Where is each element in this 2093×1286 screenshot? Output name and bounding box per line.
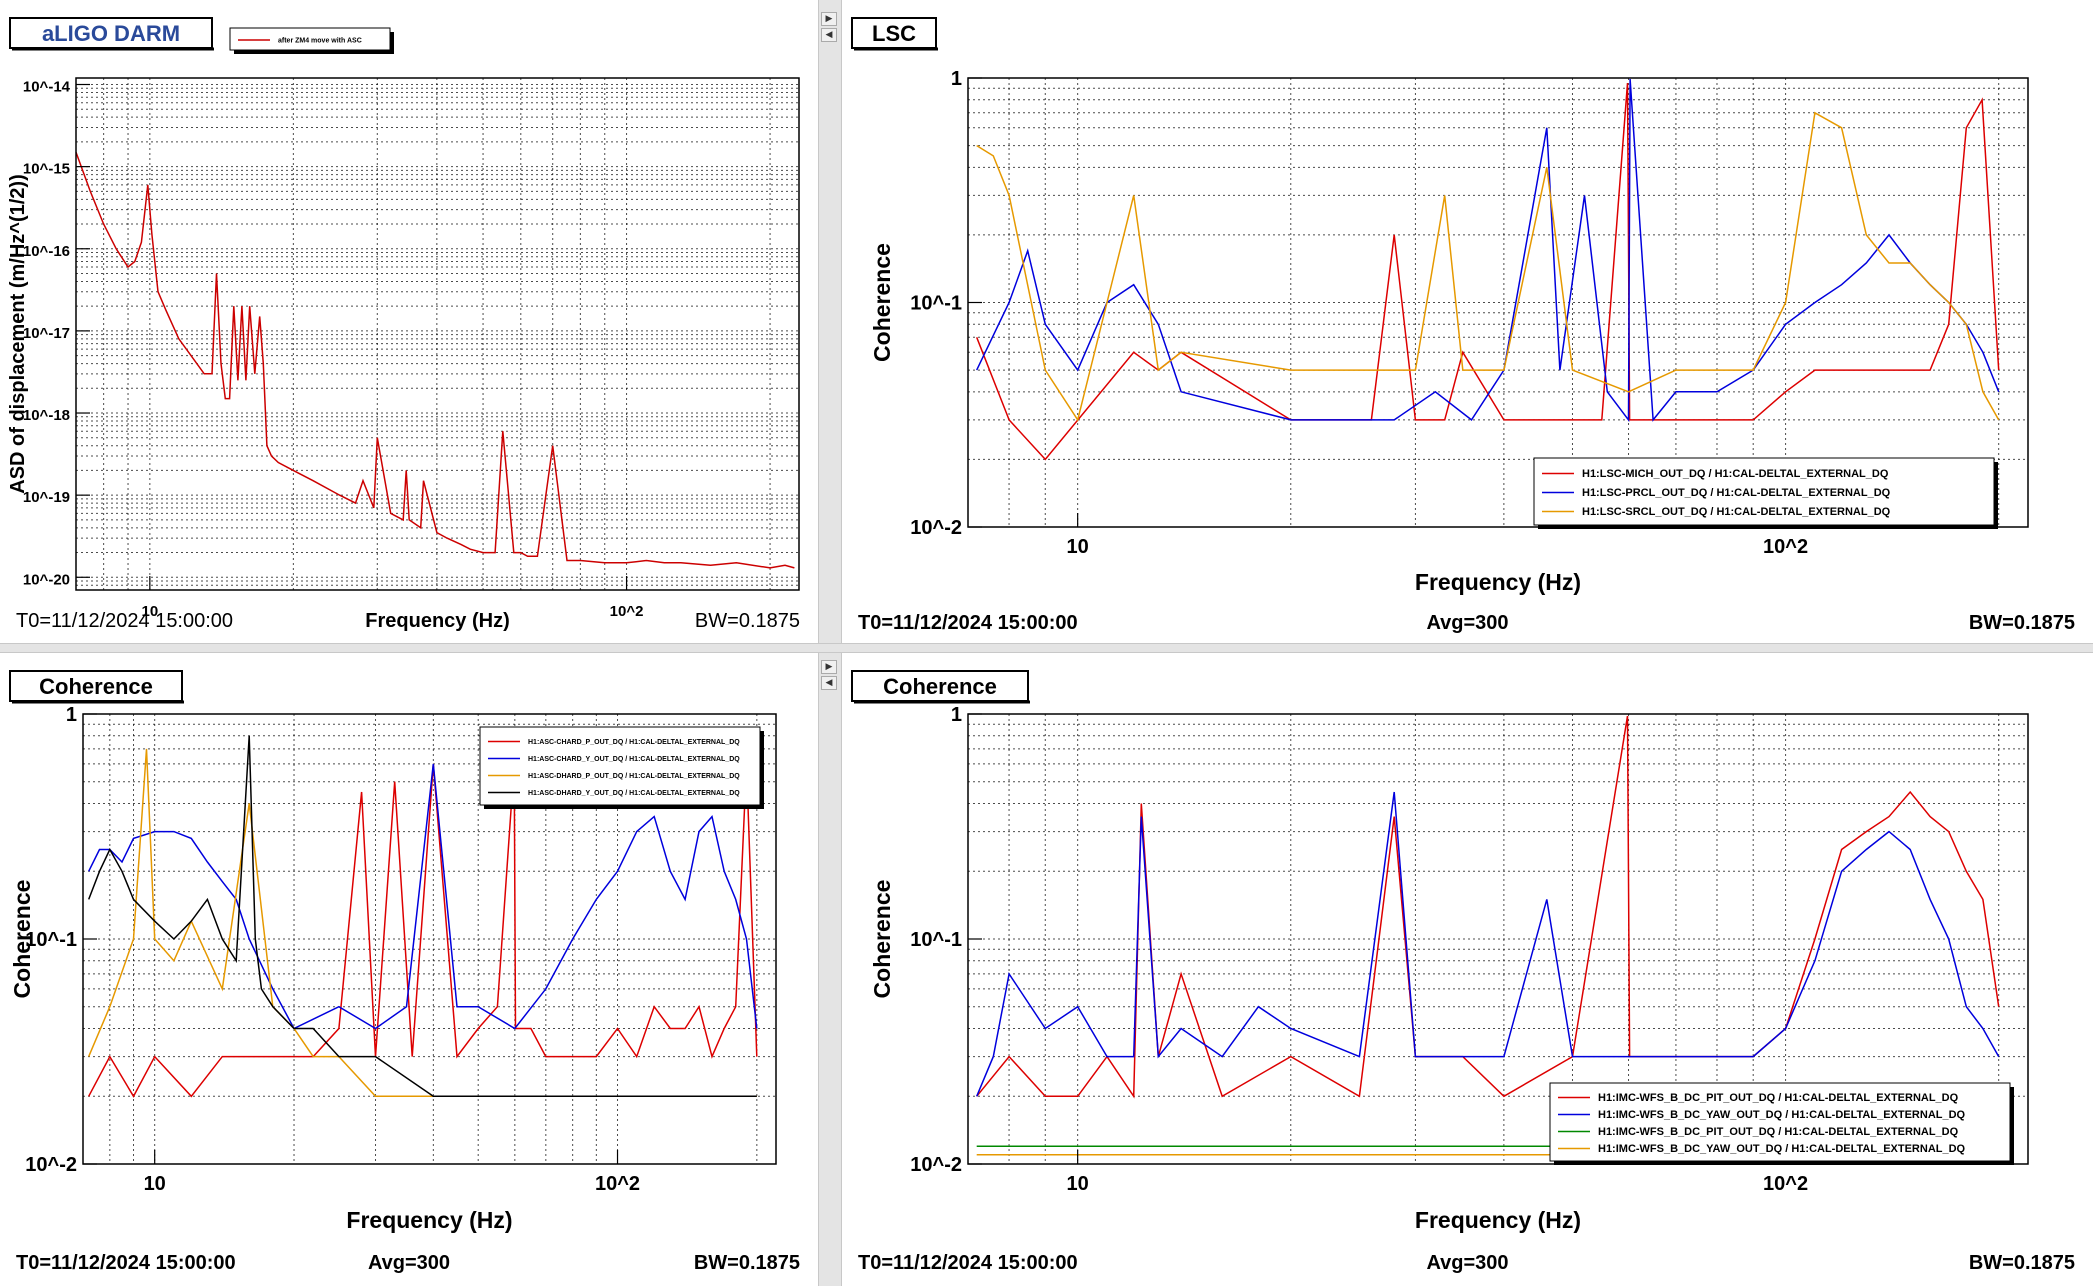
series-group <box>75 151 795 569</box>
panel-background <box>842 653 2093 1286</box>
chart-title: Coherence <box>883 674 997 699</box>
legend-box <box>229 27 391 51</box>
collapse-arrow-icon[interactable]: ▶ <box>821 12 837 26</box>
legend-label: H1:ASC-DHARD_Y_OUT_DQ / H1:CAL-DELTAL_EX… <box>528 790 740 797</box>
x-tick-label: 10^2 <box>610 603 644 620</box>
legend-label: H1:ASC-CHARD_Y_OUT_DQ / H1:CAL-DELTAL_EX… <box>528 756 740 763</box>
series-group <box>87 735 758 1098</box>
legend-label: H1:ASC-CHARD_P_OUT_DQ / H1:CAL-DELTAL_EX… <box>528 739 740 746</box>
series-line <box>88 763 758 1098</box>
series-group <box>976 715 2000 1156</box>
y-tick-label: 10^-1 <box>25 929 77 951</box>
y-axis-label: Coherence <box>869 243 895 362</box>
footer-bandwidth: BW=0.1875 <box>695 610 800 632</box>
darm-panel: aLIGO DARM 10 10^2 10^-20 10^-19 10^-18 10^-17… <box>0 0 818 643</box>
y-tick-label: 1 <box>66 704 77 726</box>
collapse-arrow-icon[interactable]: ▶ <box>821 660 837 674</box>
y-tick-label: 10^-14 <box>23 79 71 96</box>
grid <box>75 78 799 590</box>
series-line <box>976 111 2000 422</box>
y-axis-label: Coherence <box>869 880 895 999</box>
x-axis-label: Frequency (Hz) <box>1415 569 1581 595</box>
x-tick-label: 10 <box>1067 1173 1089 1195</box>
title-box <box>9 17 213 49</box>
expand-arrow-icon[interactable]: ◀ <box>821 676 837 690</box>
x-tick-label: 10 <box>144 1173 166 1195</box>
x-axis-label: Frequency (Hz) <box>365 610 509 632</box>
footer-average: Avg=300 <box>1426 1252 1508 1274</box>
chart-svg: LSC 10 10^2 10^-2 10^-1 1 Frequency (Hz) Cohere… <box>842 0 2093 633</box>
y-tick-label: 10^-1 <box>910 929 962 951</box>
plot-frame <box>75 77 800 591</box>
title-box <box>851 17 937 49</box>
legend-label: H1:LSC-PRCL_OUT_DQ / H1:CAL-DELTAL_EXTER… <box>1582 487 1891 499</box>
chart-title: LSC <box>872 21 916 46</box>
footer-start-time: T0=11/12/2024 15:00:00 <box>858 612 1078 633</box>
y-tick-label: 10^-18 <box>23 407 70 424</box>
footer-bandwidth: BW=0.1875 <box>694 1252 800 1274</box>
legend-label: H1:ASC-DHARD_P_OUT_DQ / H1:CAL-DELTAL_EX… <box>528 773 740 780</box>
panel-background <box>842 0 2093 633</box>
y-tick-label: 1 <box>951 68 962 90</box>
legend-label: H1:IMC-WFS_B_DC_YAW_OUT_DQ / H1:CAL-DELT… <box>1598 1143 1966 1155</box>
y-tick-label: 10^-2 <box>910 1154 962 1176</box>
chart-svg: Coherence 10 10^2 10^-2 10^-1 1 Frequency (Hz)… <box>842 653 2093 1286</box>
x-axis-label: Frequency (Hz) <box>1415 1207 1581 1233</box>
y-tick-label: 1 <box>951 704 962 726</box>
y-tick-label: 10^-17 <box>23 325 70 342</box>
horizontal-splitter[interactable] <box>0 643 2093 653</box>
y-axis-label: Coherence <box>9 880 35 999</box>
lsc-panel: LSC 10 10^2 10^-2 10^-1 1 Frequency (Hz) Cohere… <box>842 0 2093 643</box>
x-tick-label: 10^2 <box>1763 536 1808 558</box>
footer-average: Avg=300 <box>368 1252 450 1274</box>
x-tick-label: 10 <box>1067 536 1089 558</box>
footer-bandwidth: BW=0.1875 <box>1969 1252 2075 1274</box>
asc-coherence-panel: Coherence 10 10^2 10^-2 10^-1 1 Frequency (Hz)… <box>0 653 818 1286</box>
series-line <box>976 78 2000 423</box>
footer-average: Avg=300 <box>1426 612 1508 633</box>
expand-arrow-icon[interactable]: ◀ <box>821 28 837 42</box>
x-tick-label: 10^2 <box>1763 1173 1808 1195</box>
footer-start-time: T0=11/12/2024 15:00:00 <box>16 610 233 632</box>
footer-bandwidth: BW=0.1875 <box>1969 612 2075 633</box>
footer-start-time: T0=11/12/2024 15:00:00 <box>858 1252 1078 1274</box>
legend-label: H1:LSC-MICH_OUT_DQ / H1:CAL-DELTAL_EXTER… <box>1582 468 1889 480</box>
legend-label: H1:LSC-SRCL_OUT_DQ / H1:CAL-DELTAL_EXTER… <box>1582 506 1891 518</box>
footer-start-time: T0=11/12/2024 15:00:00 <box>16 1252 236 1274</box>
x-tick-label: 10^2 <box>595 1173 640 1195</box>
imc-coherence-panel: Coherence 10 10^2 10^-2 10^-1 1 Frequency (Hz)… <box>842 653 2093 1286</box>
legend-box <box>1549 1082 2011 1162</box>
y-tick-label: 10^-2 <box>25 1154 77 1176</box>
legend-box <box>1533 457 1995 526</box>
series-line <box>75 151 795 569</box>
chart-svg: aLIGO DARM 10 10^2 10^-20 10^-19 10^-18 10^-17… <box>0 0 818 643</box>
legend-box <box>479 726 761 806</box>
y-axis-label: ASD of displacement (m/Hz^(1/2)) <box>7 174 29 494</box>
legend-label: H1:IMC-WFS_B_DC_YAW_OUT_DQ / H1:CAL-DELT… <box>1598 1109 1966 1121</box>
legend-label: after ZM4 move with ASC <box>278 37 362 44</box>
series-line <box>976 791 2000 1097</box>
series-group <box>976 78 2000 461</box>
y-tick-label: 10^-20 <box>23 571 70 588</box>
x-axis-label: Frequency (Hz) <box>346 1207 512 1233</box>
y-tick-label: 10^-16 <box>23 243 70 260</box>
chart-svg: Coherence 10 10^2 10^-2 10^-1 1 Frequency (Hz)… <box>0 653 818 1286</box>
y-tick-label: 10^-19 <box>23 489 70 506</box>
series-line <box>88 763 758 1030</box>
panel-background <box>0 0 818 643</box>
series-line <box>87 735 757 1098</box>
chart-title: Coherence <box>39 674 153 699</box>
x-tick-label: 10 <box>142 603 159 620</box>
title-box <box>9 670 183 702</box>
legend-label: H1:IMC-WFS_B_DC_PIT_OUT_DQ / H1:CAL-DELT… <box>1598 1092 1959 1104</box>
y-tick-label: 10^-1 <box>910 293 962 315</box>
chart-title: aLIGO DARM <box>42 21 180 46</box>
legend-label: H1:IMC-WFS_B_DC_PIT_OUT_DQ / H1:CAL-DELT… <box>1598 1126 1959 1138</box>
y-tick-label: 10^-2 <box>910 517 962 539</box>
y-tick-label: 10^-15 <box>23 161 70 178</box>
